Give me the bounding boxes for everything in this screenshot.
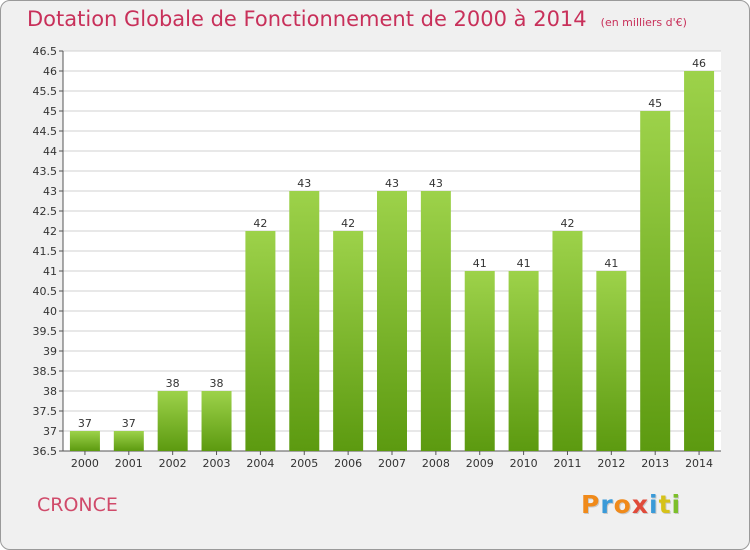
x-tick-label: 2001 [115, 457, 143, 470]
y-tick-label: 46.5 [33, 45, 58, 58]
x-tick-label: 2008 [422, 457, 450, 470]
chart-title: Dotation Globale de Fonctionnement de 20… [27, 7, 687, 31]
y-tick-label: 37.5 [33, 405, 58, 418]
y-tick-label: 45 [43, 105, 57, 118]
x-tick-label: 2012 [597, 457, 625, 470]
data-label: 43 [297, 177, 311, 190]
y-tick-label: 41 [43, 265, 57, 278]
logo-letter: i [649, 490, 659, 519]
y-tick-label: 42.5 [33, 205, 58, 218]
bar-2006 [333, 231, 364, 451]
bar-2003 [201, 391, 232, 451]
x-tick-label: 2003 [203, 457, 231, 470]
data-label: 38 [210, 377, 224, 390]
data-label: 43 [385, 177, 399, 190]
data-label: 45 [648, 97, 662, 110]
y-tick-label: 38 [43, 385, 57, 398]
x-tick-label: 2000 [71, 457, 99, 470]
y-tick-label: 36.5 [33, 445, 58, 458]
y-tick-label: 44 [43, 145, 57, 158]
y-tick-label: 46 [43, 65, 57, 78]
bar-2004 [245, 231, 276, 451]
x-tick-label: 2002 [159, 457, 187, 470]
data-label: 38 [166, 377, 180, 390]
bar-2008 [420, 191, 451, 451]
logo-letter: x [631, 490, 649, 519]
bar-2000 [69, 431, 100, 451]
x-tick-label: 2013 [641, 457, 669, 470]
bar-2001 [113, 431, 144, 451]
logo-letter: r [600, 490, 614, 519]
data-label: 42 [253, 217, 267, 230]
bar-2010 [508, 271, 539, 451]
y-tick-label: 41.5 [33, 245, 58, 258]
logo-letter: i [671, 490, 682, 519]
x-tick-label: 2009 [466, 457, 494, 470]
y-tick-label: 43.5 [33, 165, 58, 178]
bar-2005 [289, 191, 320, 451]
data-label: 41 [604, 257, 618, 270]
y-tick-label: 39 [43, 345, 57, 358]
bar-2014 [684, 71, 715, 451]
bar-2013 [640, 111, 671, 451]
y-tick-label: 39.5 [33, 325, 58, 338]
data-label: 42 [560, 217, 574, 230]
bar-2002 [157, 391, 188, 451]
logo-letter: o [613, 490, 632, 519]
x-tick-label: 2006 [334, 457, 362, 470]
proxiti-logo[interactable]: Proxiti [581, 490, 681, 519]
y-tick-label: 43 [43, 185, 57, 198]
y-tick-label: 40.5 [33, 285, 58, 298]
data-label: 37 [122, 417, 136, 430]
y-tick-label: 42 [43, 225, 57, 238]
chart-title-text: Dotation Globale de Fonctionnement de 20… [27, 7, 587, 31]
x-tick-label: 2010 [510, 457, 538, 470]
y-tick-label: 44.5 [33, 125, 58, 138]
chart-subtitle: (en milliers d'€) [600, 16, 687, 29]
data-label: 41 [473, 257, 487, 270]
data-label: 46 [692, 57, 706, 70]
x-tick-label: 2011 [553, 457, 581, 470]
data-label: 43 [429, 177, 443, 190]
bar-2011 [552, 231, 583, 451]
bar-2007 [377, 191, 407, 451]
logo-letter: P [581, 490, 601, 519]
x-tick-label: 2014 [685, 457, 713, 470]
data-label: 37 [78, 417, 92, 430]
y-tick-label: 40 [43, 305, 57, 318]
logo-letter: t [658, 490, 672, 519]
y-tick-label: 45.5 [33, 85, 58, 98]
data-label: 42 [341, 217, 355, 230]
commune-name: CRONCE [37, 494, 118, 516]
y-tick-label: 37 [43, 425, 57, 438]
x-tick-label: 2004 [246, 457, 274, 470]
y-tick-label: 38.5 [33, 365, 58, 378]
x-tick-label: 2007 [378, 457, 406, 470]
x-tick-label: 2005 [290, 457, 318, 470]
data-label: 41 [517, 257, 531, 270]
bar-2012 [596, 271, 627, 451]
bar-2009 [464, 271, 495, 451]
